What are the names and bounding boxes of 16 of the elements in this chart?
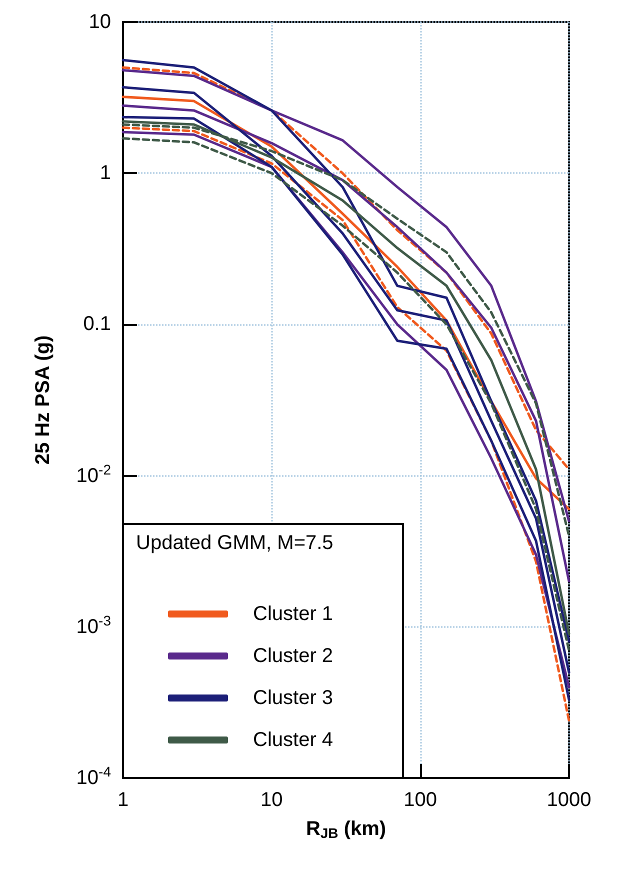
y-tick-label: 0.1 (83, 313, 111, 336)
x-tick-label: 1000 (546, 789, 592, 811)
y-tick-label: 10$^{-2}$ (76, 460, 111, 487)
legend-label: Cluster 2 (253, 645, 334, 667)
legend-label: Cluster 3 (253, 687, 334, 709)
y-tick-label: 1 (100, 162, 111, 184)
legend-label: Cluster 1 (253, 603, 334, 625)
x-tick-label: 10 (260, 789, 283, 811)
x-tick-label: 1 (117, 789, 129, 811)
y-tick-label: 10$^{-4}$ (76, 763, 111, 789)
x-tick-label: 100 (404, 789, 438, 811)
y-tick-label: 10 (88, 11, 111, 33)
y-tick-label: 10$^{-3}$ (76, 612, 111, 638)
y-axis-title: 25 Hz PSA (g) (32, 335, 54, 465)
legend-label: Cluster 4 (253, 729, 334, 751)
legend-title: Updated GMM, M=7.5 (136, 532, 334, 554)
